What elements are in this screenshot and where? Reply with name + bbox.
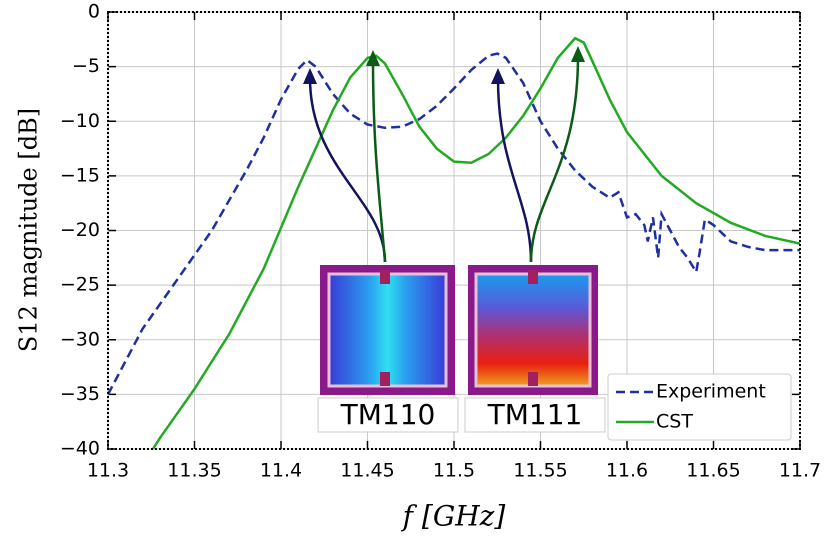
y-tick-label: 0 — [88, 1, 100, 23]
legend-label: Experiment — [656, 381, 766, 403]
x-tick-label: 11.3 — [87, 460, 129, 482]
legend: Experiment CST — [607, 373, 792, 441]
x-tick-label: 11.7 — [779, 460, 821, 482]
y-tick-label: −15 — [60, 164, 100, 186]
x-tick-label: 11.45 — [340, 460, 394, 482]
x-tick-label: 11.4 — [260, 460, 302, 482]
x-tick-label: 11.5 — [433, 460, 475, 482]
x-tick-label: 11.55 — [513, 460, 567, 482]
annotation: TM110 — [340, 398, 436, 431]
y-tick-label: −5 — [72, 55, 100, 77]
x-tick-label: 11.65 — [686, 460, 740, 482]
y-tick-label: −25 — [60, 274, 100, 296]
annotation: TM111 — [487, 398, 583, 431]
y-tick-label: −35 — [60, 383, 100, 405]
y-axis-label: S12 magnitude [dB] — [15, 108, 43, 352]
inset-tm110: TM110 — [317, 265, 459, 433]
y-tick-label: −40 — [60, 438, 100, 460]
x-axis-label: f [GHz] — [401, 500, 506, 533]
y-tick-label: −10 — [60, 110, 100, 132]
frame — [107, 11, 801, 450]
inset-tm111: TM111 — [464, 265, 606, 433]
series-line — [106, 52, 800, 395]
legend-label: CST — [656, 411, 693, 433]
y-tick-label: −20 — [60, 219, 100, 241]
y-tick-label: −30 — [60, 328, 100, 350]
arrows — [303, 46, 585, 263]
x-tick-label: 11.6 — [606, 460, 648, 482]
x-tick-label: 11.35 — [167, 460, 221, 482]
series-line — [151, 36, 801, 450]
